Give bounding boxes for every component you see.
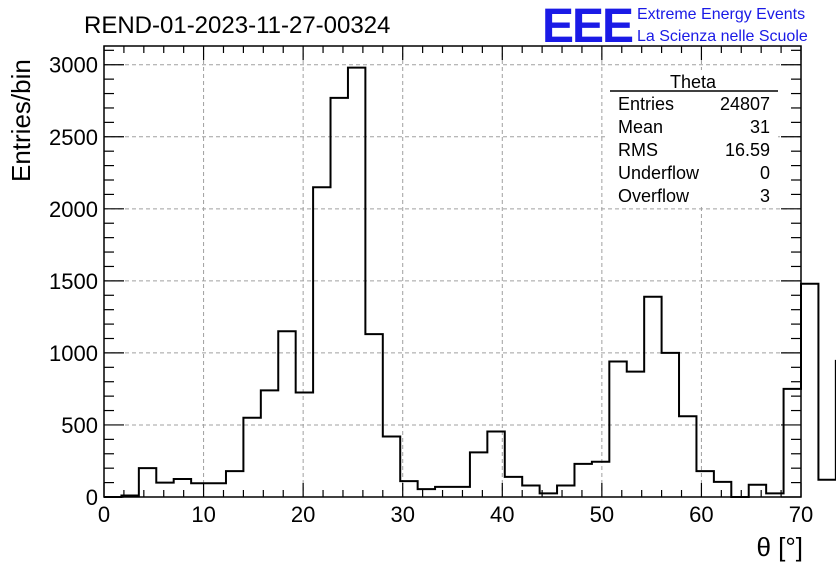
stats-rows: Entries 24807 Mean 31 RMS 16.59 Underflow 0 Over… xyxy=(618,94,770,206)
histogram-bin xyxy=(592,462,609,497)
histogram-bin xyxy=(784,389,801,497)
y-tick-label: 0 xyxy=(86,485,98,510)
histogram-bin xyxy=(714,482,731,497)
stats-row-value: 31 xyxy=(750,117,770,137)
histogram-bin xyxy=(365,334,382,497)
histogram-bin xyxy=(331,98,348,497)
plot-frame xyxy=(103,45,802,498)
stats-row-value: 3 xyxy=(760,186,770,206)
stats-row-label: Overflow xyxy=(618,186,690,206)
histogram-bin xyxy=(243,418,260,497)
x-tick-label: 10 xyxy=(191,502,215,527)
histogram-bin xyxy=(156,483,173,497)
stats-box-background xyxy=(608,70,778,206)
x-axis-label: θ [°] xyxy=(756,532,803,562)
histogram-bin xyxy=(174,479,191,497)
y-tick-label: 2000 xyxy=(49,197,98,222)
x-tick-labels: 0 10 20 30 40 50 60 70 xyxy=(98,502,813,527)
grid-lines xyxy=(104,46,801,497)
histogram-bin xyxy=(662,353,679,497)
histogram-bin xyxy=(749,485,766,497)
histogram-bin xyxy=(296,393,313,497)
histogram-bin xyxy=(818,480,835,497)
histogram-bin xyxy=(470,452,487,497)
histogram-bin xyxy=(453,487,470,497)
histogram-bin xyxy=(418,489,435,497)
histogram-bin xyxy=(574,464,591,497)
histogram-bin xyxy=(261,390,278,497)
histogram-bin xyxy=(191,483,208,497)
chart-title: REND-01-2023-11-27-00324 xyxy=(84,12,390,39)
histogram-bin xyxy=(609,362,626,497)
histogram-bin xyxy=(435,487,452,497)
x-tick-label: 50 xyxy=(590,502,614,527)
histogram-bin xyxy=(557,485,574,497)
histogram-bin xyxy=(644,297,661,497)
logo-line2: La Scienza nelle Scuole xyxy=(637,28,808,45)
stats-row-value: 24807 xyxy=(720,94,770,114)
histogram-bin xyxy=(696,471,713,497)
axis-ticks xyxy=(103,46,802,498)
x-tick-label: 20 xyxy=(291,502,315,527)
x-tick-label: 30 xyxy=(390,502,414,527)
stats-row-value: 0 xyxy=(760,163,770,183)
histogram-bin xyxy=(226,471,243,497)
stats-box-title: Theta xyxy=(670,72,717,92)
logo-mark: EEE xyxy=(542,0,633,53)
histogram-bin xyxy=(801,284,818,497)
histogram-bin xyxy=(278,331,295,497)
y-tick-label: 1000 xyxy=(49,341,98,366)
y-tick-label: 1500 xyxy=(49,269,98,294)
x-tick-label: 60 xyxy=(689,502,713,527)
histogram-bin xyxy=(383,436,400,497)
stats-box: Theta Entries 24807 Mean 31 RMS 16.59 Underflo… xyxy=(608,70,778,206)
stats-row-label: Mean xyxy=(618,117,663,137)
x-tick-label: 0 xyxy=(98,502,110,527)
stats-row-label: Entries xyxy=(618,94,674,114)
histogram-series xyxy=(104,66,836,498)
histogram-bin xyxy=(313,187,330,497)
x-tick-label: 70 xyxy=(789,502,813,527)
eee-logo: EEE Extreme Energy Events La Scienza nel… xyxy=(542,0,808,53)
stats-row-value: 16.59 xyxy=(725,140,770,160)
histogram-bin xyxy=(522,485,539,497)
y-axis-label: Entries/bin xyxy=(6,59,36,182)
stats-row-label: Underflow xyxy=(618,163,700,183)
histogram-bin xyxy=(627,372,644,497)
histogram-bin xyxy=(679,416,696,497)
stats-row-label: RMS xyxy=(618,140,658,160)
histogram-bin xyxy=(505,477,522,497)
logo-line1: Extreme Energy Events xyxy=(637,6,805,23)
y-tick-label: 500 xyxy=(61,413,98,438)
histogram-bin xyxy=(139,468,156,497)
x-tick-label: 40 xyxy=(490,502,514,527)
y-tick-label: 3000 xyxy=(49,53,98,78)
y-tick-labels: 0 500 1000 1500 2000 2500 3000 xyxy=(49,53,98,510)
y-tick-label: 2500 xyxy=(49,125,98,150)
histogram-bin xyxy=(348,68,365,497)
